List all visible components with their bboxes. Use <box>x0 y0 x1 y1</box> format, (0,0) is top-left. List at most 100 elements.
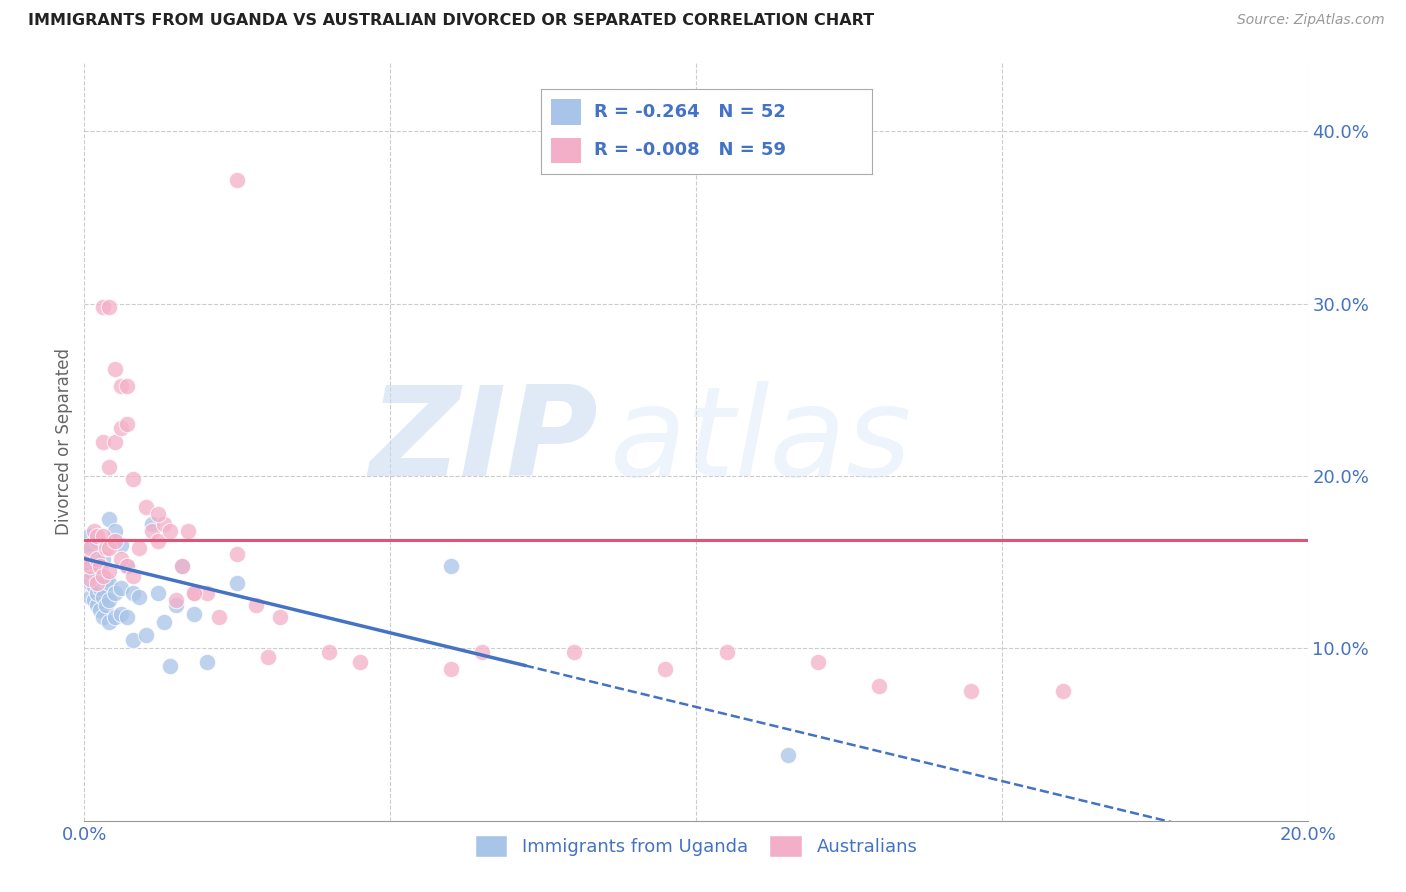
Point <box>97 615 120 630</box>
Point <box>110 581 132 595</box>
Point <box>318 645 340 659</box>
Point <box>122 586 145 600</box>
Point <box>115 379 138 393</box>
Point <box>86 573 108 587</box>
Point <box>83 579 105 593</box>
Point <box>177 524 200 538</box>
Point <box>153 517 176 532</box>
Point <box>104 534 127 549</box>
Point <box>91 573 114 587</box>
Text: ZIP: ZIP <box>370 381 598 502</box>
Bar <box>551 99 581 125</box>
Point <box>165 599 187 613</box>
Point <box>146 534 169 549</box>
Point <box>122 632 145 647</box>
Point <box>97 541 120 556</box>
Point <box>91 434 114 449</box>
Point <box>91 300 114 314</box>
Point <box>172 558 194 573</box>
Point <box>172 558 194 573</box>
Point <box>94 573 117 587</box>
Point <box>153 615 176 630</box>
Point <box>135 627 157 641</box>
Point <box>208 610 231 624</box>
Point <box>128 541 150 556</box>
Point <box>76 547 98 561</box>
Point <box>110 551 132 566</box>
Point <box>79 551 101 566</box>
Point <box>122 569 145 583</box>
Point <box>97 575 120 590</box>
Point <box>86 575 108 590</box>
Point <box>91 529 114 543</box>
Point <box>257 649 280 664</box>
Point <box>349 655 371 669</box>
Legend: Immigrants from Uganda, Australians: Immigrants from Uganda, Australians <box>467 828 925 864</box>
Point <box>440 662 463 676</box>
Point <box>183 586 205 600</box>
Point <box>869 679 891 693</box>
Point <box>79 575 101 590</box>
Point <box>104 586 127 600</box>
Point <box>104 434 127 449</box>
Point <box>269 610 291 624</box>
Point <box>716 645 738 659</box>
Point <box>195 586 218 600</box>
Text: atlas: atlas <box>610 381 912 502</box>
Point <box>79 538 101 552</box>
Text: Source: ZipAtlas.com: Source: ZipAtlas.com <box>1237 13 1385 28</box>
Point <box>91 590 114 604</box>
Point <box>141 517 163 532</box>
Point <box>245 599 267 613</box>
Point <box>562 645 585 659</box>
Point <box>97 564 120 578</box>
Point <box>86 586 108 600</box>
Point <box>104 524 127 538</box>
Point <box>86 529 108 543</box>
Point <box>104 362 127 376</box>
Point <box>115 558 138 573</box>
Point <box>159 524 181 538</box>
Point <box>97 593 120 607</box>
Point <box>110 379 132 393</box>
Point <box>86 558 108 573</box>
Point <box>79 590 101 604</box>
Point <box>183 607 205 621</box>
Text: IMMIGRANTS FROM UGANDA VS AUSTRALIAN DIVORCED OR SEPARATED CORRELATION CHART: IMMIGRANTS FROM UGANDA VS AUSTRALIAN DIV… <box>28 13 875 29</box>
Point <box>128 590 150 604</box>
Point <box>146 507 169 521</box>
Point <box>79 573 101 587</box>
Point <box>83 524 105 538</box>
Point <box>79 558 101 573</box>
Point <box>91 569 114 583</box>
Point <box>89 603 111 617</box>
Point <box>79 564 101 578</box>
Point <box>89 558 111 573</box>
Point <box>86 534 108 549</box>
Point <box>83 593 105 607</box>
Point <box>146 586 169 600</box>
Point <box>89 581 111 595</box>
Point <box>97 460 120 475</box>
Point <box>122 473 145 487</box>
Point <box>183 586 205 600</box>
Point <box>110 538 132 552</box>
Point <box>165 593 187 607</box>
Point <box>110 607 132 621</box>
Point <box>960 684 983 698</box>
Point <box>97 512 120 526</box>
Point <box>115 558 138 573</box>
Point <box>83 551 105 566</box>
Point <box>226 547 249 561</box>
Text: R = -0.008   N = 59: R = -0.008 N = 59 <box>595 141 786 159</box>
Point <box>776 748 799 763</box>
Point <box>91 551 114 566</box>
Point <box>1052 684 1074 698</box>
Point <box>89 558 111 573</box>
Point <box>77 529 100 543</box>
Point <box>94 599 117 613</box>
Point <box>110 421 132 435</box>
Point <box>135 500 157 514</box>
Point <box>91 610 114 624</box>
Point <box>159 658 181 673</box>
